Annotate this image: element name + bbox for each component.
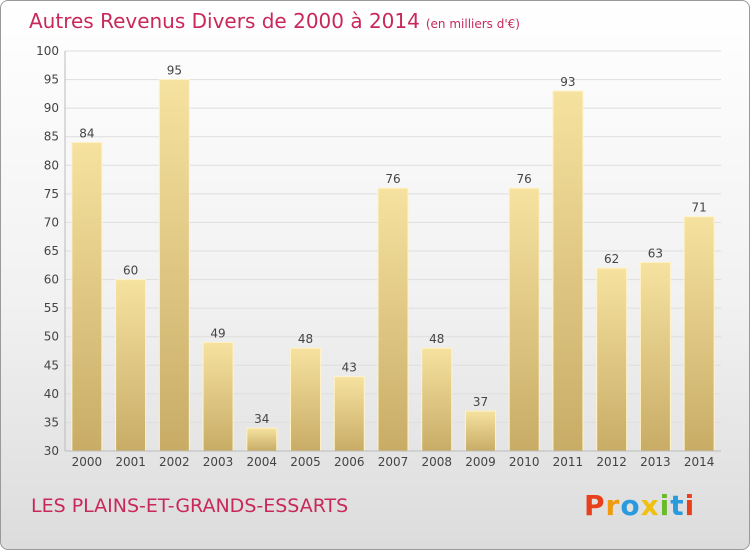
y-tick-label: 45 bbox=[44, 358, 59, 372]
data-label: 34 bbox=[254, 412, 269, 426]
y-tick-label: 80 bbox=[44, 158, 59, 172]
bar bbox=[596, 267, 628, 452]
data-label: 49 bbox=[210, 326, 225, 340]
x-tick-label: 2004 bbox=[247, 455, 278, 469]
bar bbox=[71, 141, 103, 452]
x-tick-label: 2005 bbox=[290, 455, 321, 469]
x-tick-label: 2011 bbox=[553, 455, 584, 469]
chart-title: Autres Revenus Divers de 2000 à 2014 (en … bbox=[29, 9, 520, 33]
data-label: 43 bbox=[342, 361, 357, 375]
x-tick-label: 2000 bbox=[72, 455, 103, 469]
bar bbox=[202, 341, 234, 452]
bar bbox=[158, 79, 190, 452]
bar bbox=[115, 279, 147, 452]
data-label: 93 bbox=[560, 75, 575, 89]
data-label: 84 bbox=[79, 126, 94, 140]
bar bbox=[377, 187, 409, 452]
x-tick-label: 2001 bbox=[115, 455, 146, 469]
y-tick-label: 50 bbox=[44, 330, 59, 344]
y-tick-label: 60 bbox=[44, 273, 59, 287]
bar bbox=[421, 347, 453, 452]
y-tick-label: 35 bbox=[44, 415, 59, 429]
y-tick-label: 30 bbox=[44, 444, 59, 458]
bar bbox=[552, 90, 584, 452]
y-tick-label: 55 bbox=[44, 301, 59, 315]
data-label: 37 bbox=[473, 395, 488, 409]
logo-letter: r bbox=[605, 489, 621, 522]
y-tick-label: 65 bbox=[44, 244, 59, 258]
y-tick-label: 85 bbox=[44, 130, 59, 144]
x-tick-label: 2003 bbox=[203, 455, 234, 469]
bar bbox=[508, 187, 540, 452]
y-tick-label: 75 bbox=[44, 187, 59, 201]
unit-text: (en milliers d'€) bbox=[425, 17, 520, 31]
data-label: 76 bbox=[517, 172, 532, 186]
x-tick-label: 2006 bbox=[334, 455, 365, 469]
bar bbox=[683, 216, 715, 452]
title-text: Autres Revenus Divers de 2000 à 2014 bbox=[29, 9, 420, 33]
logo-letter: x bbox=[640, 489, 660, 522]
data-label: 76 bbox=[385, 172, 400, 186]
logo-letter: o bbox=[620, 489, 641, 522]
bar-layer: 84 60 95 49 34 48 43 76 48 37 76 93 62 63 71 bbox=[71, 64, 715, 452]
logo-letter: t bbox=[670, 489, 685, 522]
y-tick-label: 70 bbox=[44, 215, 59, 229]
y-tick-label: 40 bbox=[44, 387, 59, 401]
y-tick-label: 90 bbox=[44, 101, 59, 115]
bar bbox=[639, 261, 671, 452]
x-tick-label: 2010 bbox=[509, 455, 540, 469]
bar bbox=[333, 376, 365, 452]
commune-name: LES PLAINS-ET-GRANDS-ESSARTS bbox=[31, 495, 349, 517]
x-tick-label: 2002 bbox=[159, 455, 190, 469]
x-tick-label: 2013 bbox=[640, 455, 671, 469]
bar bbox=[464, 410, 496, 452]
x-tick-label: 2008 bbox=[421, 455, 452, 469]
data-label: 95 bbox=[167, 64, 182, 78]
y-tick-label: 95 bbox=[44, 73, 59, 87]
bar bbox=[246, 427, 278, 452]
logo-letter: i bbox=[659, 489, 671, 522]
x-tick-label: 2009 bbox=[465, 455, 496, 469]
x-tick-label: 2012 bbox=[596, 455, 627, 469]
data-label: 48 bbox=[298, 332, 313, 346]
data-label: 60 bbox=[123, 264, 138, 278]
logo-letter: i bbox=[684, 489, 696, 522]
bar bbox=[290, 347, 322, 452]
axis-layer: 30 35 40 45 50 55 60 65 70 75 80 85 90 95 100 2000 2001 2… bbox=[36, 44, 721, 469]
logo-letter: P bbox=[584, 489, 606, 522]
data-label: 71 bbox=[691, 201, 706, 215]
proxiti-logo: Proxiti bbox=[584, 489, 695, 522]
data-label: 62 bbox=[604, 252, 619, 266]
x-tick-label: 2014 bbox=[684, 455, 715, 469]
y-tick-label: 100 bbox=[36, 44, 59, 58]
x-tick-label: 2007 bbox=[378, 455, 409, 469]
data-label: 48 bbox=[429, 332, 444, 346]
data-label: 63 bbox=[648, 246, 663, 260]
